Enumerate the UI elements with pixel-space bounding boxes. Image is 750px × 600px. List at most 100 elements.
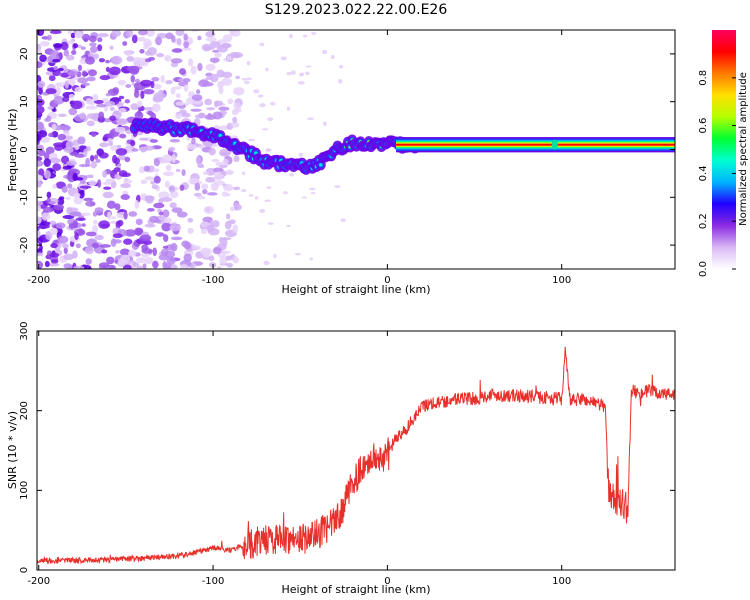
spectrogram-noise-blob (42, 206, 54, 213)
spectrogram-noise-blob (49, 30, 62, 35)
spectrogram-noise-blob (52, 58, 61, 63)
spectrogram-noise-blob (72, 220, 79, 229)
spectrogram-noise-blob (298, 152, 304, 157)
spectrogram-noise-blob (339, 64, 344, 69)
spectrogram-noise-blob (79, 185, 92, 189)
spectrogram-noise-blob (144, 256, 154, 265)
spectrogram-noise-blob (85, 145, 91, 152)
spectrogram-noise-blob (106, 256, 115, 265)
spectrogram-noise-blob (163, 234, 169, 243)
spectrogram-noise-blob (85, 105, 98, 110)
spectrogram-noise-blob (37, 134, 41, 143)
spectrogram-noise-blob (74, 232, 79, 240)
spectrogram-noise-blob (175, 93, 181, 99)
spectrogram-noise-blob (220, 237, 232, 241)
spectrogram-noise-blob (218, 106, 230, 111)
spectrogram-noise-blob (49, 157, 61, 164)
spectrogram-noise-blob (63, 49, 70, 57)
spectrogram-noise-blob (140, 253, 150, 258)
spectrogram-noise-blob (92, 53, 99, 60)
spectrogram-noise-blob (240, 189, 247, 193)
spectrogram-noise-blob (164, 180, 170, 188)
spectrogram-noise-blob (52, 43, 63, 48)
spectrogram-noise-blob (191, 137, 196, 145)
spectrogram-noise-blob (41, 212, 51, 221)
spectrogram-noise-blob (47, 34, 52, 41)
spectrogram-noise-blob (78, 163, 91, 168)
spectrogram-noise-blob (131, 34, 138, 44)
spectrogram-noise-blob (99, 244, 112, 248)
spectrogram-noise-blob (245, 77, 253, 81)
spectrogram-noise-blob (266, 148, 271, 152)
spectrogram-noise-blob (85, 231, 97, 237)
spectrogram-noise-blob (288, 33, 293, 39)
spectrogram-noise-blob (98, 220, 110, 229)
spectrogram-noise-blob (120, 194, 130, 201)
spectrogram-noise-blob (145, 30, 155, 37)
spectrogram-noise-blob (259, 208, 266, 213)
spectrogram-noise-blob (142, 145, 155, 151)
spectrogram-noise-blob (60, 41, 69, 51)
spectrogram-noise-blob (93, 99, 104, 105)
spectrogram-noise-blob (83, 148, 88, 158)
spectrogram-y-tick-label: 0 (19, 146, 30, 152)
spectrogram-noise-blob (123, 179, 133, 184)
spectrogram-noise-blob (48, 74, 56, 82)
spectrogram-noise-blob (136, 100, 143, 108)
spectrogram-noise-blob (37, 149, 46, 156)
spectrogram-noise-blob (169, 190, 179, 199)
snr-series-line (37, 346, 675, 565)
spectrogram-noise-blob (112, 154, 118, 164)
snr-y-tick-label: 200 (19, 401, 30, 420)
spectrogram-noise-blob (191, 245, 201, 251)
spectrogram-noise-blob (70, 32, 76, 39)
spectrogram-noise-blob (297, 81, 305, 85)
spectrogram-noise-blob (175, 30, 185, 37)
spectrogram-noise-blob (202, 249, 210, 258)
spectrogram-noise-blob (53, 65, 59, 71)
colorbar-ticks: 0.0 0.2 0.4 0.6 0.8 (698, 70, 736, 277)
spectrogram-noise-blob (39, 136, 51, 143)
spectrogram-noise-blob (37, 156, 43, 162)
spectrogram-noise-blob (153, 92, 165, 102)
spectrogram-noise-blob (99, 142, 109, 148)
spectrogram-noise-blob (208, 147, 216, 156)
spectrogram-noise-blob (53, 96, 65, 105)
spectrogram-noise-blob (151, 103, 161, 113)
spectrogram-noise-blob (170, 242, 178, 252)
spectrogram-noise-blob (214, 52, 222, 58)
spectrogram-noise-blob (244, 80, 250, 85)
spectrogram-noise-blob (105, 59, 111, 64)
spectrogram-noise-blob (37, 30, 45, 37)
spectrogram-noise-blob (171, 154, 176, 163)
spectrogram-noise-blob (94, 207, 104, 214)
spectrogram-noise-blob (140, 79, 153, 87)
spectrogram-noise-blob (225, 169, 234, 176)
spectrogram-noise-blob (60, 72, 70, 78)
spectrogram-noise-blob (161, 222, 172, 232)
spectrogram-noise-blob (102, 136, 108, 142)
spectrogram-noise-blob (92, 224, 98, 234)
spectrogram-noise-blob (70, 100, 83, 110)
spectrogram-noise-blob (230, 121, 240, 128)
spectrogram-noise-blob (140, 179, 148, 185)
spectrogram-noise-blob (166, 256, 176, 265)
spectrogram-noise-blob (105, 178, 116, 183)
spectrogram-noise-blob (74, 177, 84, 181)
spectrogram-noise-blob (50, 50, 59, 55)
spectrogram-noise-blob (164, 250, 176, 258)
spectrogram-x-tick-label: 0 (384, 275, 390, 286)
snr-x-tick-label: -100 (202, 576, 225, 587)
spectrogram-noise-blob (37, 180, 42, 188)
spectrogram-noise-blob (52, 163, 62, 171)
spectrogram-noise-blob (209, 40, 221, 48)
spectrogram-noise-blob (161, 93, 166, 99)
spectrogram-noise-blob (196, 195, 206, 200)
spectrogram-noise-blob (73, 43, 79, 49)
spectrogram-noise-blob (186, 144, 197, 150)
spectrogram-noise-blob (223, 183, 234, 192)
spectrogram-noise-blob (160, 74, 165, 83)
spectrogram-noise-blob (233, 155, 240, 163)
spectrogram-noise-blob (273, 253, 277, 259)
